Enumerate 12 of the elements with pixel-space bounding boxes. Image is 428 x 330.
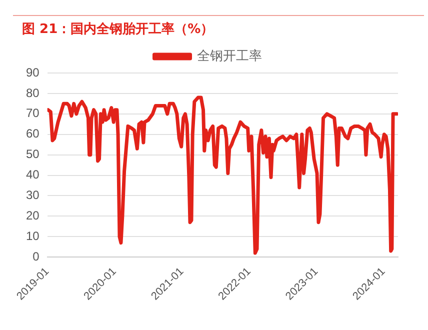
y-tick-label: 10 (26, 228, 40, 243)
y-tick-label: 20 (26, 208, 40, 223)
chart-title: 图 21：国内全钢胎开工率（%） (22, 20, 214, 38)
y-tick-label: 0 (32, 249, 40, 264)
y-tick-label: 80 (26, 86, 40, 100)
y-tick-label: 30 (26, 188, 40, 202)
y-tick-label: 90 (26, 65, 40, 80)
y-tick-label: 70 (26, 106, 40, 120)
y-tick-label: 60 (26, 126, 40, 141)
legend-label: 全钢开工率 (196, 48, 262, 64)
y-tick-label: 50 (26, 147, 40, 162)
y-tick-label: 40 (26, 168, 40, 182)
